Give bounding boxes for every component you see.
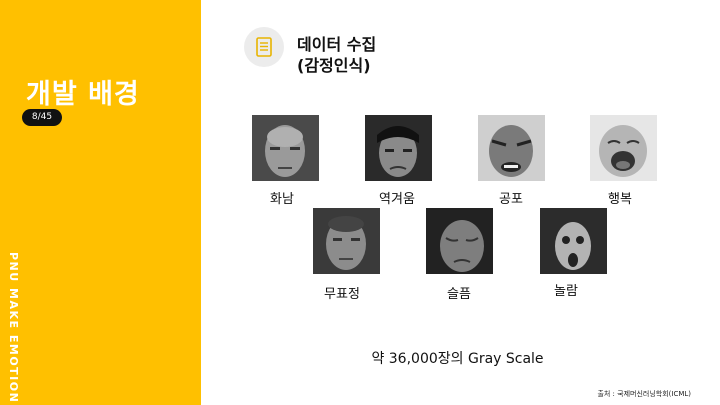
face-image-happy bbox=[590, 115, 657, 181]
emotion-label-neutral: 무표정 bbox=[324, 287, 360, 302]
source-citation: 출처 : 국제머신러닝학회(ICML) bbox=[597, 390, 691, 398]
emotion-label-happy: 행복 bbox=[608, 192, 632, 207]
slide-section-title: 개발 배경 bbox=[26, 79, 140, 110]
face-image-disgust bbox=[365, 115, 432, 181]
page-title-line2: (감정인식) bbox=[297, 56, 371, 75]
emotion-label-surprise: 놀람 bbox=[554, 284, 578, 299]
dataset-summary: 약 36,000장의 Gray Scale bbox=[371, 351, 544, 367]
page-title: 데이터 수집 (감정인식) bbox=[297, 34, 376, 76]
face-image-neutral bbox=[313, 208, 380, 274]
sidebar: 개발 배경 8/45 PNU MAKE EMOTION bbox=[0, 0, 201, 405]
vertical-brand-text: PNU MAKE EMOTION bbox=[7, 252, 20, 404]
face-image-fear bbox=[478, 115, 545, 181]
emotion-label-disgust: 역겨움 bbox=[379, 192, 415, 207]
page-counter-badge: 8/45 bbox=[22, 109, 62, 126]
emotion-label-fear: 공포 bbox=[499, 192, 523, 207]
document-icon bbox=[244, 27, 284, 67]
page-title-line1: 데이터 수집 bbox=[297, 35, 377, 54]
face-image-sad bbox=[426, 208, 493, 274]
face-image-surprise bbox=[540, 208, 607, 274]
emotion-label-sad: 슬픔 bbox=[447, 287, 471, 302]
emotion-label-angry: 화남 bbox=[270, 192, 294, 207]
face-image-angry bbox=[252, 115, 319, 181]
